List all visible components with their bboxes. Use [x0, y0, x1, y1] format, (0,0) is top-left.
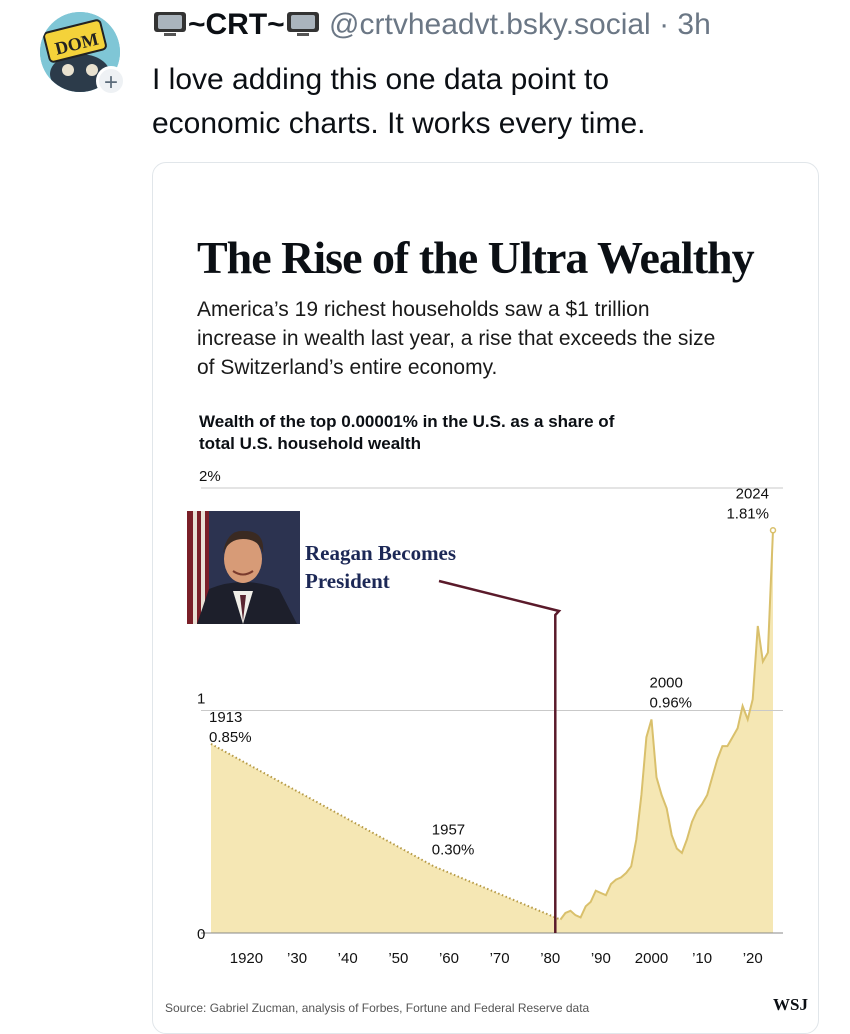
x-tick-label: ’50 [388, 950, 408, 967]
x-tick-label: ’30 [287, 950, 307, 967]
x-tick-label: ’70 [490, 950, 510, 967]
tv-icon [154, 12, 186, 36]
chart-ylabel: Wealth of the top 0.00001% in the U.S. a… [199, 412, 615, 453]
reagan-photo [187, 511, 300, 624]
annotation-year: 2024 [736, 485, 769, 502]
y-tick-label: 2% [199, 468, 221, 485]
x-tick-label: ’60 [439, 950, 459, 967]
chart-subtitle: America’s 19 richest households saw a $1… [197, 298, 716, 379]
chart-title: The Rise of the Ultra Wealthy [197, 232, 755, 283]
y-tick-label: 0 [197, 926, 205, 943]
annotation-value: 0.96% [649, 694, 692, 711]
tv-icon [286, 12, 319, 36]
avatar-illustration-icon: DOM [40, 12, 120, 92]
x-tick-label: ’10 [692, 950, 712, 967]
annotation-value: 1.81% [726, 505, 769, 522]
post-text: I love adding this one data point to eco… [152, 63, 646, 140]
wsj-credit: WSJ [773, 995, 808, 1014]
x-tick-label: ’20 [743, 950, 763, 967]
x-tick-label: ’40 [338, 950, 358, 967]
post-header: ~CRT~ @crtvheadvt.bsky.social · 3h [152, 8, 711, 42]
area-fill [211, 530, 773, 933]
avatar[interactable]: DOM [40, 12, 120, 92]
annotation-year: 1957 [432, 821, 465, 838]
handle[interactable]: @crtvheadvt.bsky.social [329, 8, 651, 41]
annotation-value: 0.85% [209, 729, 252, 746]
separator: · [659, 8, 670, 41]
x-tick-label: ’90 [591, 950, 611, 967]
x-tick-label: ’80 [540, 950, 560, 967]
annotation-value: 0.30% [432, 841, 475, 858]
annotation-year: 2000 [649, 674, 682, 691]
series-endpoint [769, 527, 777, 534]
reagan-marker-line [438, 579, 562, 933]
display-name[interactable]: ~CRT~ [188, 8, 285, 41]
chart-image-card[interactable]: The Rise of the Ultra Wealthy America’s … [152, 162, 819, 1034]
post-time[interactable]: 3h [677, 8, 711, 41]
x-tick-label: 2000 [635, 950, 668, 967]
x-tick-label: 1920 [230, 950, 263, 967]
reagan-annotation-label: Reagan Becomes President [305, 541, 457, 593]
annotation-year: 1913 [209, 709, 242, 726]
series-line [559, 530, 774, 921]
dotted-series-line [210, 743, 561, 921]
chart-source: Source: Gabriel Zucman, analysis of Forb… [165, 1001, 590, 1015]
y-tick-label: 1 [197, 691, 205, 708]
follow-plus-button[interactable]: + [96, 66, 126, 96]
area-chart: 0 1 2% 1920 ’30 ’40 ’50 ’60 ’70 ’80 ’90 2000 ’10 ’20 1… [197, 468, 783, 967]
